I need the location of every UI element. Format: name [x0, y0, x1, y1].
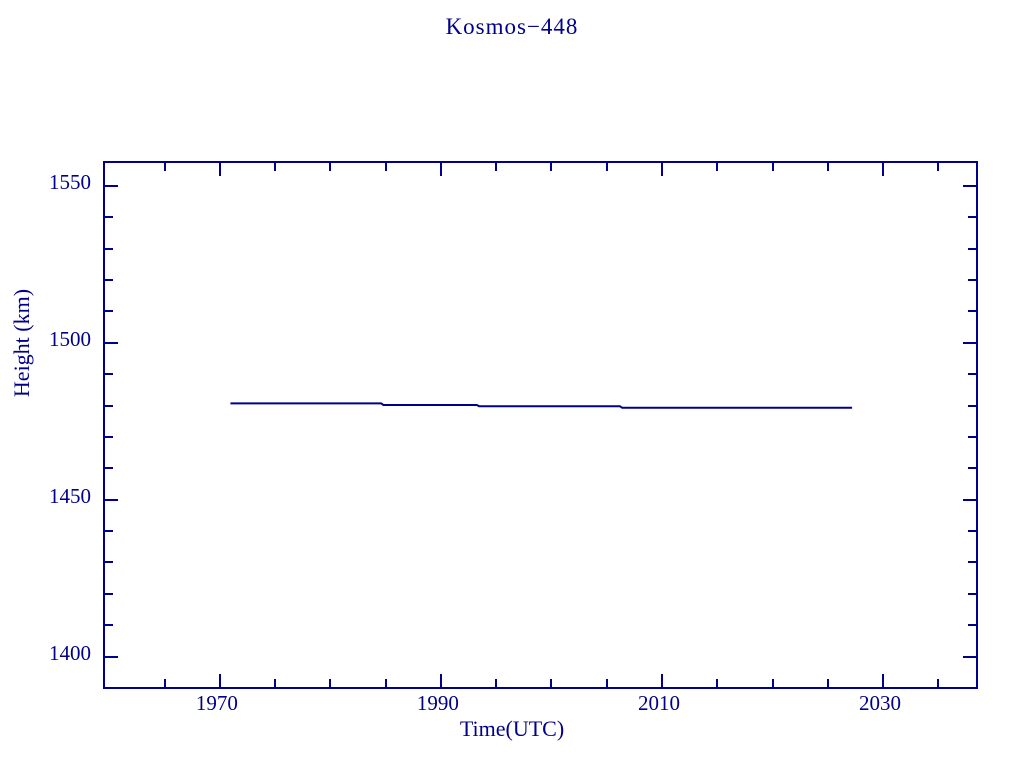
axis-tick	[771, 679, 774, 687]
axis-tick	[968, 592, 976, 595]
y-axis-tick-label: 1450	[49, 483, 91, 508]
axis-tick	[274, 163, 277, 171]
y-axis-tick-label: 1550	[49, 169, 91, 194]
axis-tick	[163, 679, 166, 687]
axis-tick	[218, 163, 221, 176]
x-axis-tick-label: 2030	[859, 691, 902, 715]
axis-tick	[937, 163, 940, 171]
axis-tick	[105, 310, 113, 313]
axis-tick	[105, 404, 113, 407]
axis-tick	[274, 679, 277, 687]
axis-tick	[105, 216, 113, 219]
axis-tick	[384, 163, 387, 171]
axis-tick	[495, 679, 498, 687]
axis-tick	[968, 216, 976, 219]
axis-tick	[105, 592, 113, 595]
axis-tick	[937, 679, 940, 687]
axis-tick	[968, 404, 976, 407]
axis-tick	[968, 624, 976, 627]
axis-tick	[105, 561, 113, 564]
axis-tick	[439, 674, 442, 687]
axis-tick	[882, 674, 885, 687]
axis-tick	[105, 341, 118, 344]
axis-tick	[163, 163, 166, 171]
axis-tick	[826, 679, 829, 687]
axis-tick	[963, 184, 976, 187]
axis-tick	[105, 498, 118, 501]
axis-tick	[968, 279, 976, 282]
axis-tick	[105, 530, 113, 533]
axis-tick	[660, 163, 663, 176]
axis-tick	[605, 679, 608, 687]
axis-tick	[963, 341, 976, 344]
x-axis-title: Time(UTC)	[459, 716, 565, 741]
axis-tick	[716, 163, 719, 171]
axis-tick	[329, 163, 332, 171]
axis-tick	[963, 498, 976, 501]
axis-tick	[605, 163, 608, 171]
x-axis-tick-label: 1970	[195, 691, 238, 715]
axis-tick	[550, 163, 553, 171]
axis-tick	[105, 655, 118, 658]
axis-tick	[882, 163, 885, 176]
axis-tick	[105, 247, 113, 250]
x-axis-tick-label: 1990	[416, 691, 459, 715]
plot-inner	[105, 163, 976, 687]
chart-title: Kosmos−448	[445, 14, 579, 39]
axis-tick	[826, 163, 829, 171]
y-axis-tick-label: 1400	[49, 640, 91, 665]
axis-tick	[105, 624, 113, 627]
plot-area	[103, 161, 978, 689]
axis-tick	[968, 530, 976, 533]
axis-tick	[968, 435, 976, 438]
axis-tick	[771, 163, 774, 171]
axis-tick	[384, 679, 387, 687]
x-axis-tick-label: 2010	[637, 691, 680, 715]
axis-tick	[968, 247, 976, 250]
axis-tick	[105, 435, 113, 438]
axis-tick	[105, 184, 118, 187]
axis-tick	[329, 679, 332, 687]
axis-tick	[550, 679, 553, 687]
axis-tick	[963, 655, 976, 658]
axis-tick	[495, 163, 498, 171]
axis-tick	[716, 679, 719, 687]
axis-tick	[218, 674, 221, 687]
axis-tick	[439, 163, 442, 176]
y-axis-tick-label: 1500	[49, 326, 91, 351]
axis-tick	[968, 373, 976, 376]
axis-tick	[105, 279, 113, 282]
axis-tick	[105, 467, 113, 470]
data-series-line	[105, 163, 976, 687]
axis-tick	[968, 561, 976, 564]
axis-tick	[105, 373, 113, 376]
axis-tick	[968, 310, 976, 313]
axis-tick	[660, 674, 663, 687]
axis-tick	[968, 467, 976, 470]
